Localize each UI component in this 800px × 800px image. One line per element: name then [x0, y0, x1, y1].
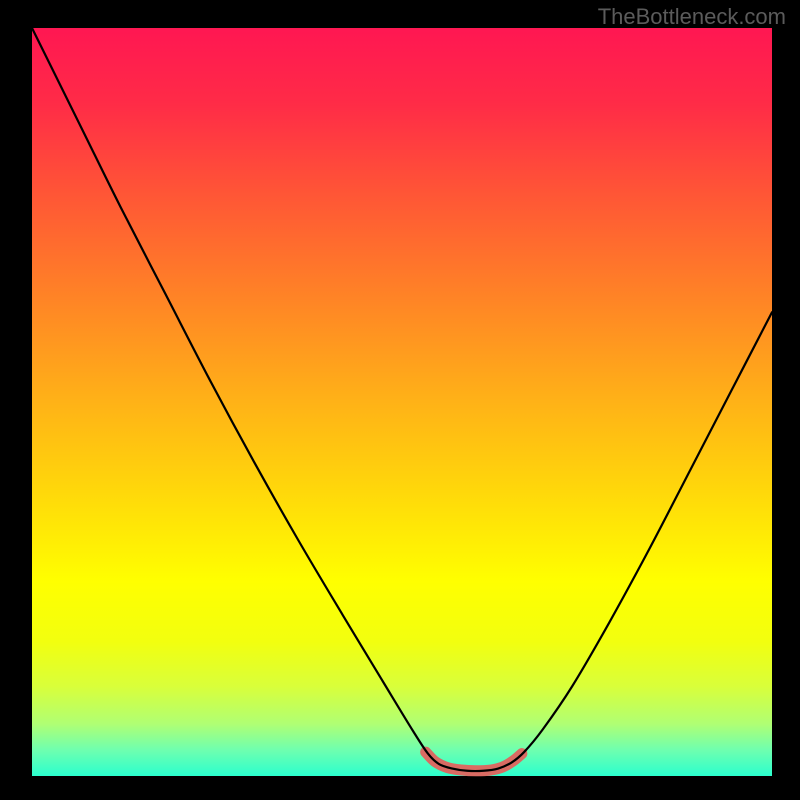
- bottleneck-chart: [0, 0, 800, 800]
- watermark-text: TheBottleneck.com: [598, 4, 786, 30]
- chart-container: TheBottleneck.com: [0, 0, 800, 800]
- plot-gradient-background: [32, 28, 772, 776]
